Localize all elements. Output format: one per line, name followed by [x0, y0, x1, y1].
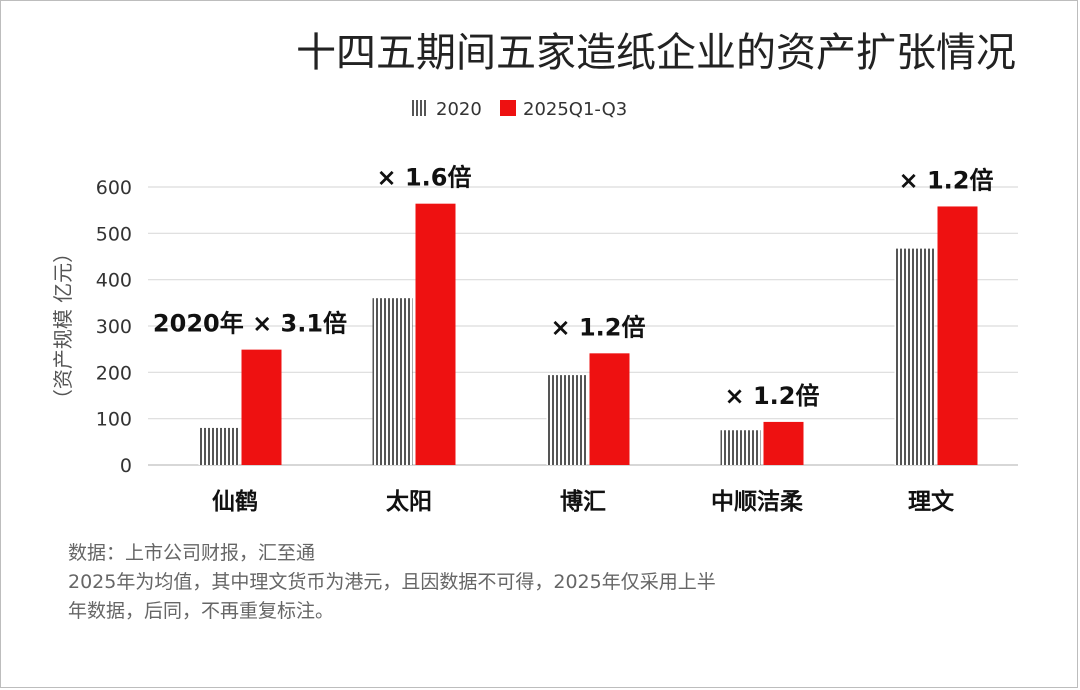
- y-tick-label: 200: [96, 362, 132, 384]
- source-note-line: 数据：上市公司财报，汇至通: [68, 542, 316, 564]
- category-label: 博汇: [560, 488, 606, 515]
- legend-swatch-2020: [412, 100, 428, 116]
- growth-annotation: × 1.2倍: [725, 382, 820, 410]
- bar-2020-1: [372, 298, 413, 465]
- y-tick-label: 100: [96, 409, 132, 431]
- chart-title: 十四五期间五家造纸企业的资产扩张情况: [296, 30, 1016, 76]
- growth-annotation: × 1.2倍: [551, 313, 646, 341]
- bar-2025-4: [937, 206, 978, 465]
- legend-label-2025: 2025Q1-Q3: [523, 99, 627, 120]
- y-tick-label: 500: [96, 223, 132, 245]
- bar-2025-2: [589, 353, 630, 465]
- growth-annotation: × 1.2倍: [899, 166, 994, 194]
- source-note-line: 年数据，后同，不再重复标注。: [68, 600, 335, 622]
- y-tick-label: 300: [96, 316, 132, 338]
- y-tick-label: 600: [96, 177, 132, 199]
- bar-2020-0: [198, 427, 239, 465]
- bar-2020-3: [720, 430, 761, 465]
- bar-chart: 十四五期间五家造纸企业的资产扩张情况 2020 2025Q1-Q3 （资产规模 …: [51, 30, 1018, 515]
- growth-annotation: × 1.6倍: [377, 164, 472, 192]
- category-label: 理文: [908, 488, 955, 515]
- bar-2025-3: [763, 421, 804, 465]
- source-notes: 数据：上市公司财报，汇至通 2025年为均值，其中理文货币为港元，且因数据不可得…: [68, 539, 1028, 626]
- bar-2020-2: [546, 375, 587, 465]
- legend-label-2020: 2020: [436, 99, 482, 120]
- bar-2025-0: [241, 349, 282, 465]
- y-tick-label: 0: [120, 455, 132, 477]
- y-tick-label: 400: [96, 270, 132, 292]
- y-axis-label: （资产规模 亿元）: [51, 243, 75, 409]
- category-label: 仙鹤: [212, 488, 258, 515]
- legend: 2020 2025Q1-Q3: [412, 99, 627, 120]
- growth-annotation: 2020年 × 3.1倍: [153, 310, 347, 338]
- category-label: 太阳: [386, 489, 432, 515]
- bar-2020-4: [894, 248, 935, 465]
- legend-swatch-2025: [500, 100, 516, 116]
- bar-2025-1: [415, 203, 456, 465]
- category-label: 中顺洁柔: [711, 489, 804, 515]
- source-note-line: 2025年为均值，其中理文货币为港元，且因数据不可得，2025年仅采用上半: [68, 571, 716, 593]
